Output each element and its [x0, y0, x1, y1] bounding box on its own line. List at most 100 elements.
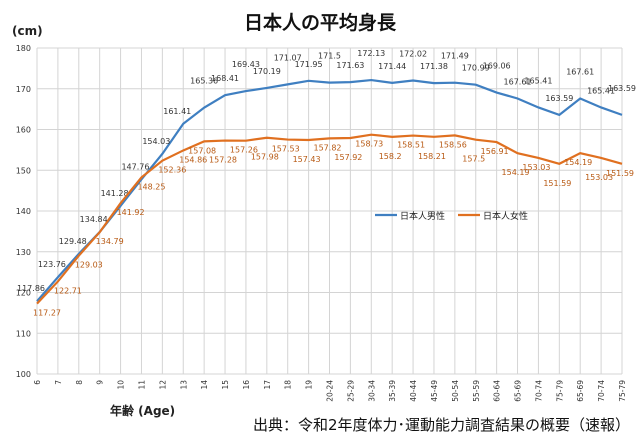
data-label: 161.41: [163, 107, 191, 116]
data-label: 168.41: [211, 74, 239, 83]
data-label: 157.26: [230, 146, 258, 155]
data-label: 141.28: [101, 189, 129, 198]
data-label: 169.43: [232, 60, 260, 69]
x-tick-label: 10: [117, 380, 126, 390]
data-label: 122.71: [54, 286, 82, 295]
x-tick-label: 20-24: [326, 380, 335, 402]
data-label: 134.84: [80, 215, 108, 224]
data-label: 154.86: [179, 155, 207, 164]
data-label: 163.59: [608, 84, 636, 93]
data-label: 157.08: [188, 146, 216, 155]
source-note: 出典：令和2年度体力･運動能力調査結果の概要（速報）: [252, 416, 630, 434]
legend-label: 日本人女性: [483, 210, 528, 222]
y-tick-label: 140: [16, 207, 31, 216]
chart-title: 日本人の平均身長: [243, 12, 396, 34]
data-label: 117.86: [17, 284, 45, 293]
x-tick-label: 6: [33, 380, 42, 385]
data-label: 156.91: [481, 147, 509, 156]
data-label: 154.03: [142, 137, 170, 146]
data-label: 171.38: [420, 62, 448, 71]
data-label: 158.2: [379, 152, 402, 161]
data-label: 165.41: [587, 86, 615, 95]
x-tick-label: 8: [75, 380, 84, 385]
data-label: 170.99: [462, 64, 490, 73]
x-tick-label: 16: [242, 380, 251, 390]
data-label: 153.03: [585, 173, 613, 182]
data-label: 152.36: [158, 166, 186, 175]
y-tick-label: 160: [16, 126, 31, 135]
x-tick-label: 35-39: [388, 380, 397, 402]
x-tick-label: 60-64: [493, 380, 502, 402]
x-tick-label: 75-79: [618, 380, 627, 402]
data-label: 165.36: [190, 77, 218, 86]
data-label: 117.27: [33, 309, 61, 318]
data-label: 171.63: [336, 61, 364, 70]
data-label: 141.92: [117, 208, 145, 217]
data-label: 157.28: [209, 156, 237, 165]
x-tick-label: 18: [284, 380, 293, 390]
y-tick-label: 150: [16, 166, 31, 175]
legend-label: 日本人男性: [400, 210, 445, 222]
x-tick-label: 40-44: [409, 380, 418, 402]
series-line-male: [36, 78, 623, 302]
data-label: 172.13: [357, 49, 385, 58]
data-label: 148.25: [137, 182, 165, 191]
data-label: 172.02: [399, 50, 427, 59]
data-label: 157.43: [293, 155, 321, 164]
data-label: 157.82: [314, 143, 342, 152]
y-axis-unit: (cm): [12, 24, 43, 38]
data-label: 170.19: [253, 67, 281, 76]
data-label: 157.92: [334, 153, 362, 162]
x-tick-label: 14: [200, 380, 209, 390]
x-tick-label: 7: [54, 380, 63, 385]
data-label: 134.79: [96, 237, 124, 246]
data-label: 153.03: [522, 163, 550, 172]
data-label: 171.49: [441, 52, 469, 61]
data-label: 151.59: [606, 169, 634, 178]
data-label: 157.5: [462, 155, 485, 164]
data-label: 167.61: [504, 77, 532, 86]
y-tick-label: 130: [16, 248, 31, 257]
x-tick-label: 65-69: [576, 380, 585, 402]
data-label: 129.48: [59, 237, 87, 246]
x-tick-label: 9: [96, 380, 105, 385]
x-tick-label: 50-54: [451, 380, 460, 402]
data-label: 158.51: [397, 141, 425, 150]
x-axis-label: 年齢 (Age): [110, 404, 176, 418]
data-label: 171.44: [378, 62, 406, 71]
x-tick-label: 12: [158, 380, 167, 390]
x-tick-label: 70-74: [597, 380, 606, 402]
data-label: 171.07: [274, 53, 302, 62]
data-label: 158.73: [355, 140, 383, 149]
y-tick-label: 180: [16, 44, 31, 53]
x-tick-label: 15: [221, 380, 230, 390]
data-label: 154.19: [564, 158, 592, 167]
x-tick-label: 25-29: [346, 380, 355, 402]
data-label: 154.19: [502, 168, 530, 177]
data-label: 171.5: [318, 52, 341, 61]
y-tick-label: 170: [16, 85, 31, 94]
x-tick-label: 11: [137, 380, 146, 390]
y-tick-label: 110: [16, 329, 31, 338]
data-label: 147.76: [121, 162, 149, 171]
data-label: 165.41: [524, 76, 552, 85]
x-tick-label: 17: [263, 380, 272, 390]
data-label: 158.56: [439, 140, 467, 149]
x-tick-label: 55-59: [472, 380, 481, 402]
data-label: 157.53: [272, 145, 300, 154]
data-label: 129.03: [75, 261, 103, 270]
data-label: 158.21: [418, 152, 446, 161]
data-label: 171.95: [295, 60, 323, 69]
x-tick-label: 75-79: [555, 380, 564, 402]
y-tick-label: 100: [16, 370, 31, 379]
data-label: 157.98: [251, 153, 279, 162]
x-tick-label: 65-69: [514, 380, 523, 402]
series-line-female: [36, 133, 623, 305]
x-tick-label: 19: [305, 380, 314, 390]
data-label: 169.06: [483, 62, 511, 71]
x-tick-label: 13: [179, 380, 188, 390]
x-tick-label: 70-74: [534, 380, 543, 402]
x-tick-label: 45-49: [430, 380, 439, 402]
y-tick-label: 120: [16, 289, 31, 298]
